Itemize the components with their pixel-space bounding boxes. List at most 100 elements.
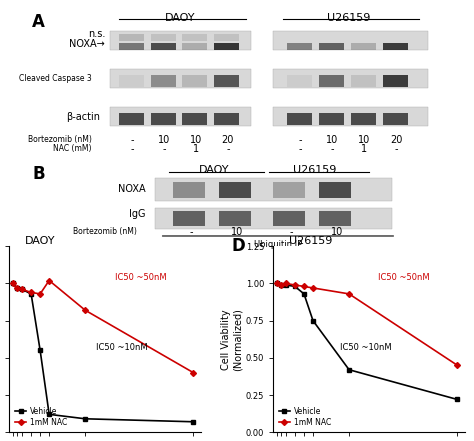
Text: Bortezomib (nM): Bortezomib (nM) bbox=[73, 227, 137, 236]
Text: NOXA: NOXA bbox=[118, 183, 146, 194]
Legend: Vehicle, 1mM NAC: Vehicle, 1mM NAC bbox=[13, 405, 69, 428]
Vehicle bbox=[28, 291, 34, 296]
Bar bbox=[273, 107, 428, 126]
1mM NAC bbox=[274, 281, 280, 286]
Bar bbox=[118, 113, 144, 125]
Text: -: - bbox=[394, 144, 398, 153]
Text: 10: 10 bbox=[190, 135, 202, 145]
Bar bbox=[319, 182, 351, 198]
Text: DAOY: DAOY bbox=[199, 165, 229, 176]
Text: IC50 ~50nM: IC50 ~50nM bbox=[378, 273, 430, 282]
Text: -: - bbox=[163, 144, 166, 153]
1mM NAC bbox=[191, 370, 196, 375]
Bar bbox=[383, 75, 408, 87]
Text: IgG: IgG bbox=[129, 209, 146, 219]
1mM NAC bbox=[82, 308, 88, 313]
Bar bbox=[214, 43, 239, 50]
Text: -: - bbox=[190, 227, 193, 237]
Text: β-actin: β-actin bbox=[66, 112, 100, 122]
Text: 20: 20 bbox=[222, 135, 234, 145]
Bar bbox=[287, 43, 312, 50]
Text: DAOY: DAOY bbox=[165, 13, 195, 23]
Text: NAC (mM): NAC (mM) bbox=[53, 144, 91, 153]
Bar bbox=[319, 43, 344, 50]
Vehicle bbox=[14, 285, 19, 291]
Line: 1mM NAC: 1mM NAC bbox=[275, 281, 459, 367]
Bar bbox=[118, 34, 144, 41]
Bar bbox=[118, 75, 144, 87]
Bar bbox=[182, 34, 208, 41]
Text: Ubiquitin IP: Ubiquitin IP bbox=[254, 239, 302, 249]
Bar bbox=[118, 43, 144, 50]
Bar bbox=[219, 211, 251, 226]
Bar bbox=[273, 211, 305, 226]
Text: IC50 ~50nM: IC50 ~50nM bbox=[115, 273, 166, 282]
Bar bbox=[151, 43, 175, 50]
Text: IC50 ~10nM: IC50 ~10nM bbox=[340, 344, 392, 352]
1mM NAC bbox=[37, 291, 43, 296]
1mM NAC bbox=[283, 281, 289, 286]
Text: U26159: U26159 bbox=[289, 235, 332, 246]
Text: n.s.: n.s. bbox=[88, 29, 105, 38]
Text: 1: 1 bbox=[361, 144, 367, 153]
Bar bbox=[273, 31, 428, 50]
Bar bbox=[287, 113, 312, 125]
Text: D: D bbox=[231, 237, 245, 255]
Bar bbox=[319, 113, 344, 125]
Bar bbox=[319, 75, 344, 87]
Text: -: - bbox=[131, 144, 134, 153]
Bar bbox=[151, 113, 175, 125]
Text: U26159: U26159 bbox=[327, 13, 370, 23]
Text: U26159: U26159 bbox=[292, 165, 336, 176]
Bar bbox=[219, 182, 251, 198]
Vehicle bbox=[455, 397, 460, 402]
Bar bbox=[155, 178, 392, 201]
Bar bbox=[109, 31, 251, 50]
Bar bbox=[351, 75, 376, 87]
Bar bbox=[214, 34, 239, 41]
Bar bbox=[109, 69, 251, 88]
Bar bbox=[287, 75, 312, 87]
Vehicle bbox=[19, 287, 25, 292]
Bar bbox=[383, 113, 408, 125]
Bar bbox=[273, 182, 305, 198]
Vehicle bbox=[310, 318, 316, 323]
Text: Bortezomib (nM): Bortezomib (nM) bbox=[27, 135, 91, 144]
Text: -: - bbox=[299, 144, 302, 153]
Text: DAOY: DAOY bbox=[25, 235, 55, 246]
Text: 1: 1 bbox=[193, 144, 199, 153]
1mM NAC bbox=[310, 285, 316, 291]
Vehicle bbox=[278, 282, 283, 288]
Bar bbox=[151, 75, 175, 87]
Bar bbox=[383, 43, 408, 50]
Vehicle bbox=[10, 281, 16, 286]
Text: -: - bbox=[290, 227, 293, 237]
1mM NAC bbox=[46, 278, 52, 283]
Y-axis label: Cell Viability
(Normalized): Cell Viability (Normalized) bbox=[221, 308, 243, 371]
Bar bbox=[182, 75, 208, 87]
Text: 10: 10 bbox=[358, 135, 371, 145]
Text: 10: 10 bbox=[231, 227, 243, 237]
Bar bbox=[273, 69, 428, 88]
1mM NAC bbox=[346, 291, 352, 296]
1mM NAC bbox=[19, 287, 25, 292]
Vehicle bbox=[292, 284, 298, 289]
1mM NAC bbox=[301, 284, 307, 289]
Text: 10: 10 bbox=[327, 135, 339, 145]
Text: -: - bbox=[331, 144, 334, 153]
Text: B: B bbox=[32, 165, 45, 183]
Bar bbox=[319, 211, 351, 226]
Legend: Vehicle, 1mM NAC: Vehicle, 1mM NAC bbox=[277, 405, 333, 428]
Bar bbox=[155, 208, 392, 229]
Line: 1mM NAC: 1mM NAC bbox=[11, 278, 196, 375]
Text: -: - bbox=[226, 144, 229, 153]
Vehicle bbox=[283, 282, 289, 288]
1mM NAC bbox=[10, 281, 16, 286]
Line: Vehicle: Vehicle bbox=[11, 281, 196, 424]
Vehicle bbox=[46, 412, 52, 417]
Text: -: - bbox=[131, 135, 134, 145]
Vehicle bbox=[191, 419, 196, 424]
Vehicle bbox=[37, 348, 43, 353]
Text: -: - bbox=[299, 135, 302, 145]
1mM NAC bbox=[278, 282, 283, 288]
